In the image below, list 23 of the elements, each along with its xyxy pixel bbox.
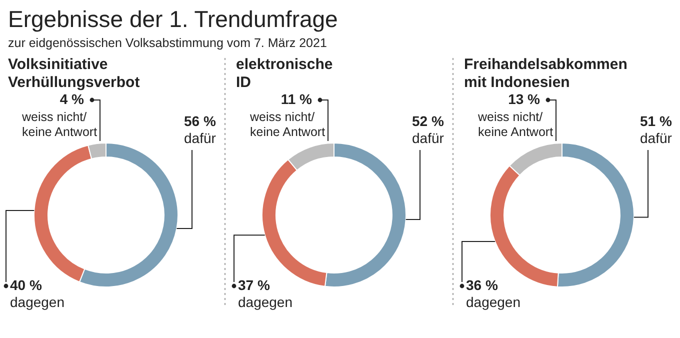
data-label: 37 %: [238, 277, 270, 293]
slice-label: dagegen: [238, 294, 293, 310]
slice-label: dafür: [412, 130, 444, 146]
chart-title: Volksinitiative Verhüllungsverbot: [8, 56, 140, 91]
chart-title: elektronische ID: [236, 56, 333, 91]
data-label: 51 %: [640, 113, 672, 129]
text: zur eidgenössischen Volksabstimmung vom 7. März 2021: [8, 36, 327, 50]
slice-label: dagegen: [10, 294, 65, 310]
slice-label: dafür: [184, 130, 216, 146]
slice-label: dagegen: [466, 294, 521, 310]
data-label: 40 %: [10, 277, 42, 293]
data-label: 11 %: [280, 91, 313, 107]
slice-label: dafür: [640, 130, 672, 146]
data-label: 13 %: [508, 91, 541, 107]
chart-title: Freihandelsabkommen mit Indonesien: [464, 56, 628, 91]
text: Ergebnisse der 1. Trendumfrage: [8, 6, 338, 32]
data-label: 36 %: [466, 277, 498, 293]
slice-label: weiss nicht/ keine Antwort: [249, 110, 326, 139]
data-label: 52 %: [412, 113, 444, 129]
slice-label: weiss nicht/ keine Antwort: [21, 110, 98, 139]
data-label: 56 %: [184, 113, 216, 129]
data-label: 4 %: [60, 91, 85, 107]
slice-label: weiss nicht/ keine Antwort: [477, 110, 554, 139]
